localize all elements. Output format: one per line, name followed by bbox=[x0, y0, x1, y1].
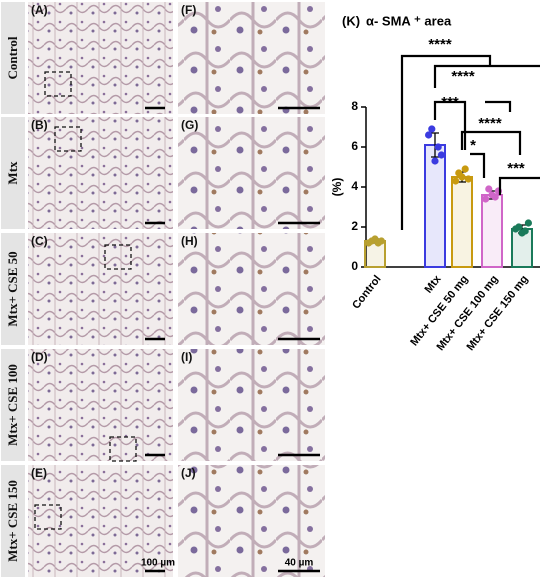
micrograph bbox=[28, 117, 173, 229]
micrograph-zoom bbox=[178, 349, 325, 461]
row-label-box bbox=[1, 233, 25, 345]
micrograph-zoom bbox=[178, 117, 325, 229]
row-label-box bbox=[1, 349, 25, 461]
row-label: Mtx+ CSE 150 bbox=[5, 480, 20, 562]
roi-box bbox=[34, 504, 62, 530]
micrograph bbox=[28, 233, 173, 345]
panel-label: (F) bbox=[181, 3, 196, 17]
micrograph bbox=[28, 465, 173, 577]
significance-label: *** bbox=[507, 160, 525, 177]
row-label: Mtx+ CSE 100 bbox=[5, 364, 20, 446]
chart-title: α- SMA ⁺ area bbox=[366, 13, 452, 28]
panel-label: (B) bbox=[31, 118, 48, 132]
micrograph-zoom bbox=[178, 233, 325, 345]
data-point bbox=[428, 125, 436, 133]
data-point bbox=[485, 185, 493, 193]
y-tick-label: 2 bbox=[351, 219, 358, 233]
y-tick-label: 8 bbox=[351, 99, 358, 113]
micrograph-zoom bbox=[178, 465, 325, 577]
bar bbox=[451, 176, 473, 268]
data-point bbox=[425, 131, 433, 139]
data-point bbox=[452, 177, 460, 185]
significance-label: **** bbox=[478, 115, 502, 132]
panel-label: (H) bbox=[181, 234, 198, 248]
x-tick-label: Control bbox=[350, 273, 384, 311]
y-axis-label: (%) bbox=[330, 178, 344, 197]
micrograph bbox=[28, 2, 173, 114]
row-label: Control bbox=[5, 36, 20, 79]
significance-bracket bbox=[400, 54, 492, 230]
significance-label: * bbox=[470, 137, 476, 154]
row-label: Mtx+ CSE 50 bbox=[5, 251, 20, 326]
row-label-box bbox=[1, 2, 25, 114]
y-tick-label: 0 bbox=[351, 259, 358, 273]
error-bar bbox=[431, 132, 439, 158]
x-tick-label: Mtx bbox=[423, 273, 445, 296]
data-point bbox=[482, 195, 490, 203]
panel-label: (C) bbox=[31, 234, 48, 248]
roi-box bbox=[109, 436, 137, 462]
micrograph-zoom bbox=[178, 2, 325, 114]
data-point bbox=[515, 223, 523, 231]
micrograph-grid: Control (A) (F) Mtx (B) (G) Mtx+ CSE 50 (C) (H) M… bbox=[1, 2, 325, 577]
y-tick-label: 4 bbox=[351, 179, 358, 193]
panel-label: (K) bbox=[342, 13, 360, 28]
data-point bbox=[491, 193, 499, 201]
panel-label: (I) bbox=[181, 350, 192, 364]
panel-label: (J) bbox=[181, 466, 196, 480]
significance-bracket bbox=[433, 100, 467, 150]
significance-label: **** bbox=[451, 68, 475, 85]
panel-label: (A) bbox=[31, 3, 48, 17]
data-point bbox=[437, 151, 445, 159]
significance-bracket bbox=[470, 152, 486, 178]
data-point bbox=[458, 173, 466, 181]
row-label: Mtx bbox=[5, 161, 20, 185]
roi-box bbox=[54, 126, 82, 152]
data-point bbox=[464, 175, 472, 183]
data-point bbox=[461, 165, 469, 173]
data-point bbox=[521, 227, 529, 235]
data-point bbox=[431, 157, 439, 165]
row-label-box bbox=[1, 465, 25, 577]
significance-label: *** bbox=[441, 94, 459, 111]
significance-bracket bbox=[433, 64, 540, 88]
row-label-box bbox=[1, 117, 25, 229]
y-tick-label: 6 bbox=[351, 139, 358, 153]
scale-label: 100 µm bbox=[141, 558, 175, 569]
panel-label: (E) bbox=[31, 466, 47, 480]
bar bbox=[481, 194, 503, 268]
roi-box bbox=[44, 71, 72, 97]
micrograph bbox=[28, 349, 173, 461]
significance-label: **** bbox=[428, 36, 452, 53]
panel-label: (D) bbox=[31, 350, 48, 364]
roi-box bbox=[104, 244, 132, 270]
data-point bbox=[434, 143, 442, 151]
panel-label: (G) bbox=[181, 118, 198, 132]
significance-bracket bbox=[460, 100, 522, 155]
data-point bbox=[524, 219, 533, 227]
significance-bracket bbox=[498, 176, 540, 195]
data-point bbox=[377, 237, 385, 245]
scale-label: 40 µm bbox=[285, 558, 314, 569]
